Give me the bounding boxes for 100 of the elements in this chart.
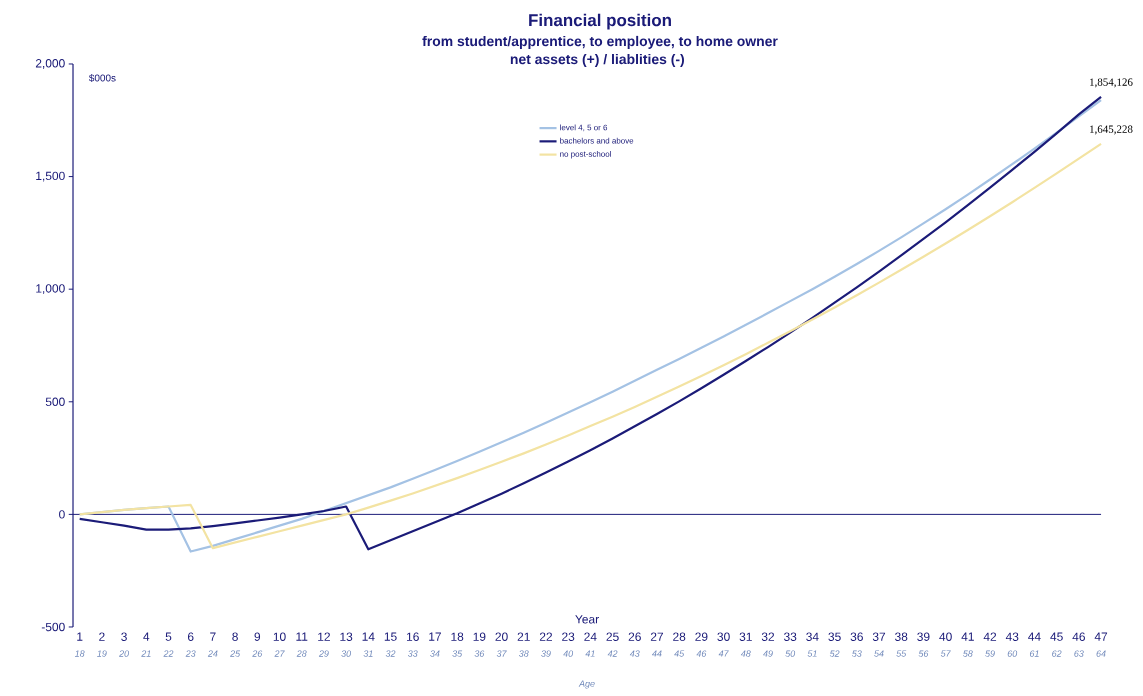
x-tick-label: 5 (165, 632, 172, 641)
x2-tick-label: 32 (385, 650, 396, 657)
x2-tick-label: 42 (607, 650, 618, 657)
x-tick-label: 9 (254, 632, 261, 641)
x2-tick-label: 31 (363, 650, 373, 657)
x-tick-label: 33 (784, 632, 797, 641)
x2-tick-label: 48 (740, 650, 751, 657)
x-tick-label: 27 (650, 632, 664, 641)
x-tick-label: 12 (318, 632, 330, 641)
x2-tick-label: 35 (452, 650, 463, 657)
x-tick-label: 38 (895, 632, 908, 641)
x-tick-label: 41 (961, 632, 974, 641)
x-tick-label: 43 (1005, 632, 1019, 641)
x2-tick-label: 41 (585, 650, 595, 657)
x2-tick-label: 25 (230, 650, 241, 657)
x-tick-label: 32 (761, 632, 775, 641)
x-tick-label: 7 (210, 632, 216, 641)
x-tick-label: 10 (273, 632, 286, 641)
x-tick-label: 4 (143, 632, 150, 641)
x-tick-label: 25 (606, 632, 619, 641)
x-tick-label: 16 (406, 632, 419, 641)
x2-tick-label: 51 (807, 650, 817, 657)
x2-tick-label: 34 (430, 650, 440, 657)
x2-tick-label: 49 (763, 650, 773, 657)
x-tick-label: 15 (384, 632, 397, 641)
y-tick-label: 2,000 (35, 59, 65, 69)
x-tick-label: 26 (628, 632, 641, 641)
x-tick-label: 3 (121, 632, 127, 641)
x-tick-label: 14 (362, 632, 375, 641)
x2-tick-label: 58 (963, 650, 973, 657)
x2-tick-label: 26 (252, 650, 263, 657)
x-tick-label: 35 (828, 632, 841, 641)
x2-tick-label: 33 (407, 650, 418, 657)
x2-tick-label: 18 (74, 650, 85, 657)
x2-tick-label: 29 (318, 650, 329, 657)
x2-tick-label: 24 (207, 650, 218, 657)
x2-tick-label: 23 (185, 650, 196, 657)
x2-tick-label: 64 (1096, 650, 1106, 657)
x2-tick-label: 38 (518, 650, 529, 657)
y-tick-label: -500 (41, 622, 65, 632)
x2-tick-label: 40 (563, 650, 574, 657)
annotation: net assets (+) / liablities (-) (510, 53, 684, 67)
x2-tick-label: 55 (896, 650, 907, 657)
x-tick-label: 24 (584, 632, 597, 641)
x-tick-label: 13 (340, 632, 353, 641)
y-axis-title: $000s (88, 74, 116, 83)
x-tick-label: 1 (77, 632, 83, 641)
x2-tick-label: 28 (296, 650, 307, 657)
x-tick-label: 30 (717, 632, 730, 641)
x2-tick-label: 47 (718, 650, 729, 657)
x-tick-label: 44 (1028, 632, 1041, 641)
x2-axis-title: Age (578, 680, 595, 689)
x2-tick-label: 22 (163, 650, 174, 657)
x2-tick-label: 39 (541, 650, 551, 657)
x2-tick-label: 36 (474, 650, 485, 657)
x2-tick-label: 62 (1052, 650, 1062, 657)
x-tick-label: 2 (99, 632, 105, 641)
x-tick-label: 20 (495, 632, 508, 641)
x-tick-label: 31 (739, 632, 752, 641)
x2-tick-label: 54 (874, 650, 884, 657)
x2-tick-label: 21 (141, 650, 151, 657)
x-tick-label: 46 (1072, 632, 1085, 641)
x-tick-label: 34 (806, 632, 819, 641)
y-tick-label: 500 (45, 397, 65, 407)
x-tick-label: 17 (429, 632, 441, 641)
annotation: 1,645,228 (1090, 125, 1133, 135)
x2-tick-label: 19 (97, 650, 107, 657)
x-tick-label: 22 (539, 632, 552, 641)
x2-tick-label: 60 (1007, 650, 1018, 657)
x2-tick-label: 50 (785, 650, 796, 657)
x-tick-label: 18 (451, 632, 464, 641)
y-tick-label: 0 (59, 510, 65, 519)
x-tick-label: 11 (296, 632, 308, 641)
x-tick-label: 40 (939, 632, 952, 641)
y-tick-label: 1,000 (36, 284, 65, 295)
x-tick-label: 42 (983, 632, 997, 641)
x-tick-label: 36 (850, 632, 863, 641)
x2-tick-label: 61 (1029, 650, 1039, 657)
annotation: 1,854,126 (1090, 78, 1133, 88)
x-tick-label: 39 (917, 632, 930, 641)
x2-tick-label: 57 (940, 650, 951, 657)
x-tick-label: 37 (872, 632, 886, 641)
x2-tick-label: 63 (1074, 650, 1084, 657)
x-tick-label: 29 (695, 632, 708, 641)
x2-tick-label: 53 (852, 650, 862, 657)
x-tick-label: 21 (517, 632, 530, 641)
x2-tick-label: 56 (918, 650, 929, 657)
y-tick-label: 1,500 (36, 171, 65, 182)
x2-tick-label: 30 (341, 650, 352, 657)
x2-tick-label: 27 (274, 650, 285, 657)
x2-tick-label: 52 (829, 650, 840, 657)
chart-title: Financial position (529, 13, 671, 30)
x-tick-label: 6 (187, 632, 194, 641)
x2-tick-label: 20 (119, 650, 129, 657)
x2-tick-label: 37 (496, 650, 507, 657)
x-axis-title: Year (575, 615, 599, 624)
x-tick-label: 28 (673, 632, 686, 641)
x-tick-label: 45 (1050, 632, 1063, 641)
x-tick-label: 19 (473, 632, 486, 641)
x2-tick-label: 44 (652, 650, 662, 657)
